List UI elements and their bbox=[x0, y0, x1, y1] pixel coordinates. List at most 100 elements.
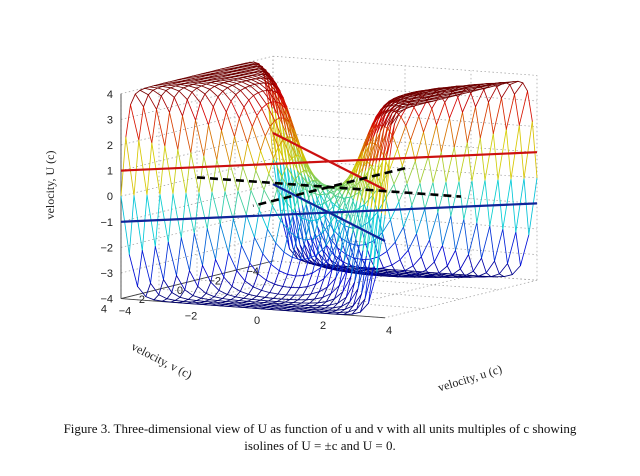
surface-segment bbox=[212, 96, 219, 108]
surface-segment bbox=[219, 71, 229, 74]
surface-segment bbox=[340, 227, 350, 254]
surface-segment bbox=[442, 215, 452, 246]
isoline-plus-b bbox=[120, 151, 538, 172]
surface-segment bbox=[227, 84, 233, 89]
surface-segment bbox=[270, 101, 280, 119]
surface-segment bbox=[256, 107, 263, 116]
surface-segment bbox=[259, 299, 269, 302]
surface-segment bbox=[408, 105, 414, 108]
surface-segment bbox=[327, 268, 333, 288]
surface-segment bbox=[125, 136, 135, 197]
surface-segment bbox=[147, 89, 154, 96]
surface-segment bbox=[245, 214, 255, 238]
surface-segment bbox=[239, 74, 249, 78]
surface-segment bbox=[229, 77, 239, 80]
grid-line bbox=[272, 107, 538, 127]
surface-segment bbox=[417, 273, 423, 278]
surface-segment bbox=[177, 148, 187, 194]
surface-segment bbox=[203, 78, 213, 80]
surface-segment bbox=[290, 167, 300, 208]
surface-segment bbox=[327, 277, 337, 288]
surface-segment bbox=[158, 294, 168, 300]
surface-segment bbox=[484, 133, 494, 181]
surface-segment bbox=[236, 69, 246, 72]
surface-segment bbox=[182, 115, 192, 154]
surface-segment bbox=[380, 113, 386, 131]
surface-segment bbox=[264, 135, 274, 159]
surface-segment bbox=[315, 278, 325, 285]
surface-segment bbox=[211, 78, 221, 81]
surface-segment bbox=[281, 176, 291, 190]
surface-segment bbox=[128, 195, 135, 255]
surface-segment bbox=[409, 273, 419, 277]
surface-segment bbox=[216, 77, 226, 80]
surface-segment bbox=[419, 155, 429, 184]
surface-segment bbox=[224, 78, 234, 81]
surface-segment bbox=[311, 308, 321, 311]
surface-segment bbox=[171, 83, 181, 86]
surface-segment bbox=[357, 256, 367, 290]
surface-segment bbox=[427, 100, 433, 103]
surface-segment bbox=[176, 275, 186, 291]
surface-segment bbox=[249, 262, 259, 275]
surface-segment bbox=[291, 211, 297, 248]
surface-segment bbox=[252, 307, 262, 310]
surface-segment bbox=[277, 139, 284, 148]
surface-segment bbox=[190, 119, 196, 154]
surface-segment bbox=[301, 217, 311, 222]
surface-segment bbox=[287, 213, 297, 248]
surface-segment bbox=[186, 302, 196, 305]
surface-segment bbox=[137, 285, 147, 298]
surface-segment bbox=[178, 302, 188, 304]
surface-segment bbox=[328, 236, 335, 256]
surface-segment bbox=[489, 85, 495, 88]
surface-segment bbox=[412, 256, 422, 267]
surface-segment bbox=[390, 112, 397, 126]
surface-segment bbox=[241, 81, 251, 87]
surface-segment bbox=[201, 73, 211, 75]
surface-segment bbox=[276, 298, 282, 303]
surface-segment bbox=[199, 93, 206, 104]
surface-segment bbox=[243, 293, 249, 299]
surface-segment bbox=[511, 265, 521, 276]
surface-segment bbox=[319, 193, 329, 209]
surface-segment bbox=[374, 159, 384, 211]
x-tick-label: 0 bbox=[254, 315, 260, 327]
surface-segment bbox=[248, 95, 254, 101]
surface-segment bbox=[238, 300, 248, 302]
z-tick-label: −3 bbox=[100, 268, 113, 280]
surface-segment bbox=[363, 165, 373, 206]
surface-segment bbox=[242, 65, 252, 68]
surface-segment bbox=[334, 291, 344, 300]
surface-segment bbox=[215, 69, 225, 72]
surface-segment bbox=[356, 293, 362, 310]
surface-segment bbox=[287, 213, 294, 249]
surface-segment bbox=[296, 304, 306, 306]
surface-segment bbox=[256, 115, 266, 137]
surface-segment bbox=[152, 89, 162, 97]
surface-segment bbox=[382, 125, 388, 161]
surface-segment bbox=[240, 87, 246, 91]
surface-segment bbox=[399, 249, 409, 261]
surface-segment bbox=[311, 267, 321, 274]
surface-segment bbox=[172, 193, 182, 239]
surface-segment bbox=[170, 87, 180, 92]
grid-line bbox=[272, 81, 538, 102]
surface-segment bbox=[193, 232, 203, 266]
surface-segment bbox=[509, 80, 519, 86]
surface-segment bbox=[245, 304, 255, 306]
surface-segment bbox=[161, 300, 171, 303]
surface-segment bbox=[272, 158, 282, 218]
surface-segment bbox=[231, 84, 241, 91]
surface-segment bbox=[307, 175, 317, 197]
surface-segment bbox=[187, 298, 197, 302]
surface-segment bbox=[280, 219, 290, 232]
surface-segment bbox=[385, 123, 395, 159]
surface-segment bbox=[327, 188, 333, 195]
surface-segment bbox=[385, 183, 395, 199]
surface-segment bbox=[352, 288, 359, 307]
surface-segment bbox=[296, 217, 303, 238]
surface-segment bbox=[256, 74, 266, 79]
surface-segment bbox=[295, 259, 301, 277]
surface-segment bbox=[268, 157, 274, 175]
